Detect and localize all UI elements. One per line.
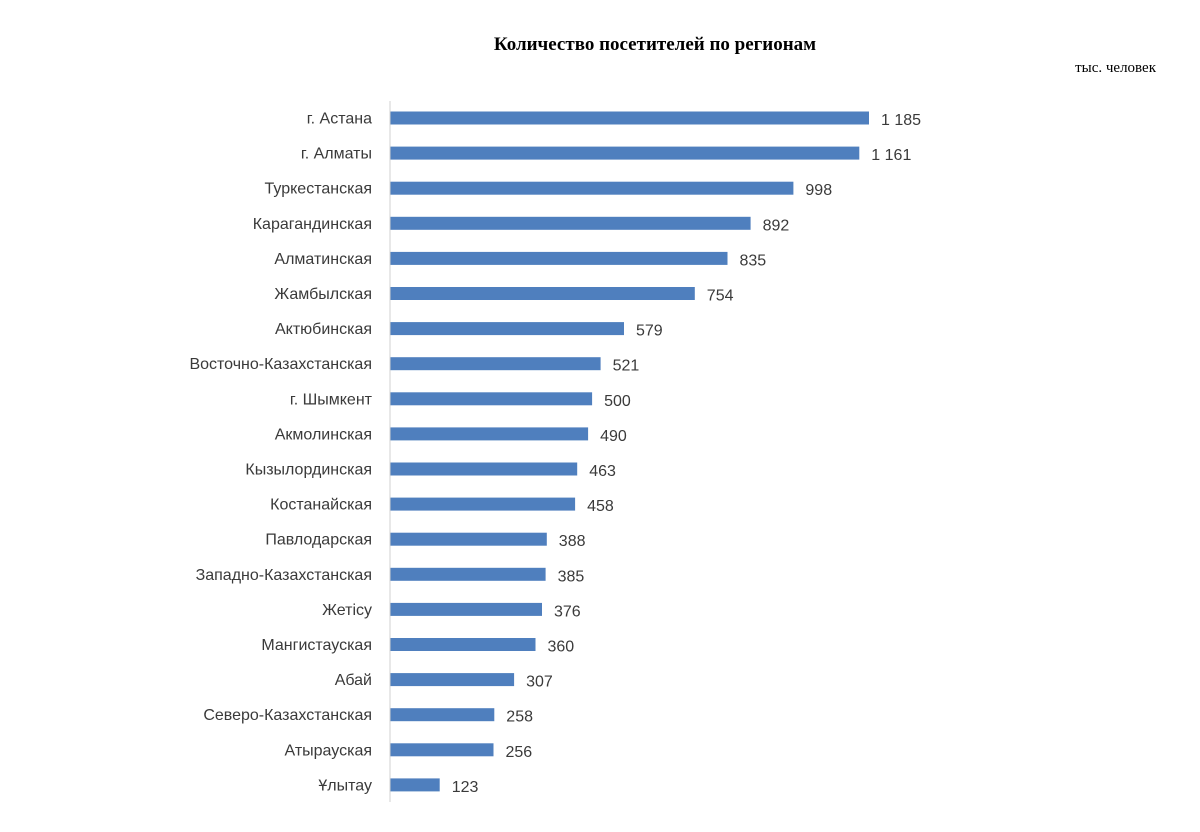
category-label: Атырауская	[285, 742, 373, 759]
bar	[390, 778, 440, 792]
chart-title: Количество посетителей по регионам	[493, 34, 817, 55]
category-label: Восточно-Казахстанская	[189, 356, 372, 373]
bar	[390, 462, 578, 476]
bar	[390, 638, 536, 651]
category-label: Карагандинская	[253, 216, 372, 233]
category-label: Кызылординская	[245, 462, 372, 479]
category-label: Павлодарская	[265, 532, 372, 549]
value-label: 258	[506, 709, 533, 726]
category-labels: г. Астана г. Алматы Туркестанская Караганди…	[189, 111, 372, 795]
category-label: Западно-Казахстанская	[196, 567, 372, 584]
value-label: 892	[763, 217, 790, 234]
bar	[390, 216, 751, 230]
value-labels: 1 185 1 161 998 892 835 754 579 521 500 490 463 458…	[452, 112, 921, 796]
category-label: г. Шымкент	[290, 391, 373, 408]
bar	[390, 743, 494, 757]
value-label: 1 161	[871, 147, 911, 164]
bar	[390, 181, 794, 195]
value-label: 376	[554, 603, 581, 620]
bar	[390, 602, 542, 616]
value-label: 385	[558, 568, 585, 585]
value-label: 490	[600, 428, 627, 445]
value-label: 500	[604, 393, 631, 410]
bar	[390, 708, 495, 722]
value-label: 123	[452, 779, 479, 796]
bar	[390, 567, 546, 581]
chart-title-wrap: Количество посетителей по регионам	[310, 34, 1000, 56]
category-label: г. Алматы	[301, 146, 372, 163]
value-label: 998	[805, 182, 832, 199]
category-label: Ұлытау	[318, 777, 372, 794]
value-label: 360	[548, 639, 575, 656]
value-label: 463	[589, 463, 616, 480]
category-label: г. Астана	[307, 111, 372, 128]
bar	[390, 357, 601, 371]
category-label: Мангистауская	[261, 637, 372, 654]
bar	[390, 146, 860, 160]
bars-group	[390, 111, 869, 792]
category-label: Жамбылская	[274, 286, 372, 303]
bar	[390, 322, 624, 336]
value-label: 521	[613, 358, 640, 375]
category-label: Северо-Казахстанская	[203, 707, 372, 724]
bar	[390, 497, 576, 511]
category-label: Алматинская	[274, 251, 372, 268]
value-label: 256	[506, 744, 533, 761]
bar	[390, 111, 869, 125]
value-label: 458	[587, 498, 614, 515]
value-label: 307	[526, 674, 553, 691]
value-label: 754	[707, 288, 734, 305]
bar	[390, 251, 728, 265]
value-label: 835	[740, 252, 767, 269]
category-label: Актюбинская	[275, 321, 372, 338]
bar	[390, 392, 593, 406]
value-label: 388	[559, 533, 586, 550]
category-label: Костанайская	[270, 497, 372, 514]
category-label: Жетісу	[322, 602, 372, 619]
category-label: Абай	[335, 672, 372, 689]
bar	[390, 673, 515, 687]
bar	[390, 287, 695, 300]
category-label: Туркестанская	[265, 181, 372, 198]
bar	[390, 532, 547, 546]
value-label: 1 185	[881, 112, 921, 129]
unit-label: тыс. человек	[1075, 60, 1156, 76]
value-label: 579	[636, 323, 663, 340]
bar	[390, 427, 589, 441]
category-label: Акмолинская	[275, 426, 372, 443]
